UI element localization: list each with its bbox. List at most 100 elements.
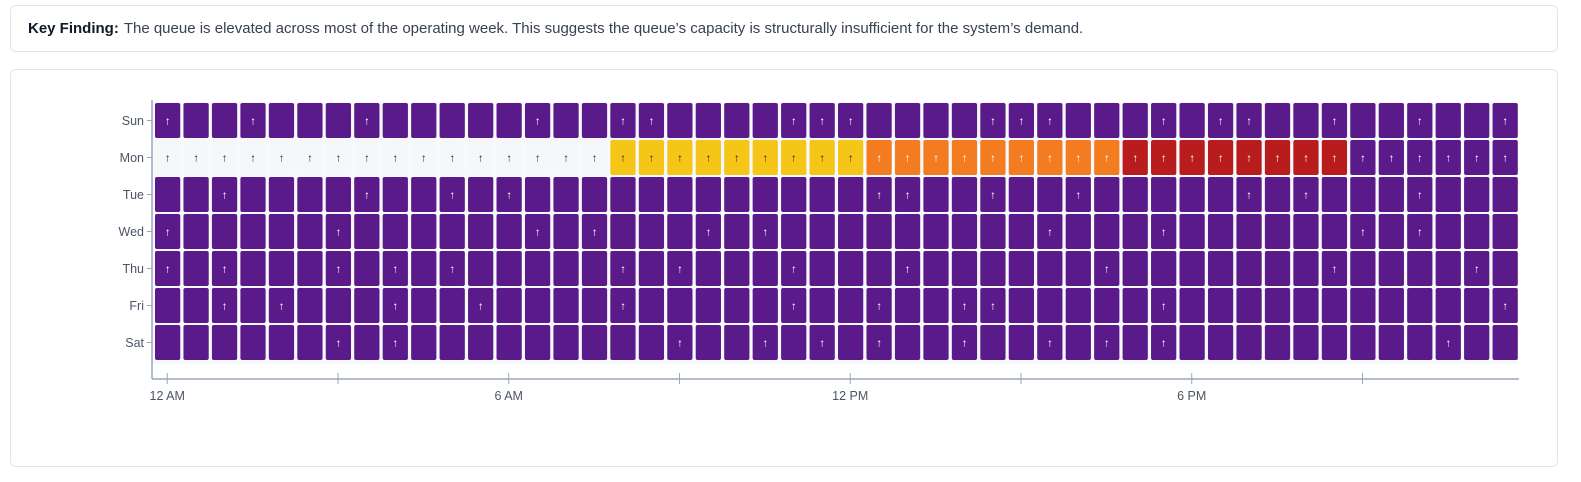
heatmap-cell-fri-28 [951,288,978,323]
trend-arrow-icon: ↑ [1303,153,1309,165]
trend-arrow-icon: ↑ [1275,153,1281,165]
heatmap-cell-thu-0 [155,251,181,286]
heatmap-cell-tue-40 [1293,177,1319,212]
trend-arrow-icon: ↑ [364,153,370,165]
heatmap-cell-sat-46 [1464,325,1490,360]
trend-arrow-icon: ↑ [706,227,712,239]
heatmap-cell-wed-16 [610,214,636,249]
heatmap-cell-fri-17 [638,288,665,323]
heatmap-cell-sat-3 [240,325,266,360]
heatmap-cell-mon-44 [1407,140,1433,175]
trend-arrow-icon: ↑ [336,227,342,239]
heatmap-cell-mon-43 [1378,140,1404,175]
heatmap-cell-thu-23 [809,251,835,286]
trend-arrow-icon: ↑ [307,153,313,165]
trend-arrow-icon: ↑ [677,264,683,276]
heatmap-cell-tue-19 [695,177,721,212]
trend-arrow-icon: ↑ [962,153,968,165]
heatmap-cell-tue-47 [1492,177,1518,212]
trend-arrow-icon: ↑ [336,153,342,165]
heatmap-cell-thu-34 [1122,251,1148,286]
heatmap-cell-wed-36 [1179,214,1205,249]
heatmap-cell-sat-12 [496,325,522,360]
trend-arrow-icon: ↑ [1360,153,1366,165]
heatmap-cell-tue-8 [382,177,408,212]
y-tick-label-wed: Wed [119,225,145,239]
heatmap-cell-sat-18 [667,325,693,360]
heatmap-cell-mon-8 [382,140,408,175]
heatmap-cell-sun-33 [1094,103,1120,138]
trend-arrow-icon: ↑ [876,338,882,350]
heatmap-cell-thu-21 [752,251,778,286]
heatmap-cell-fri-46 [1464,288,1490,323]
heatmap-cell-mon-38 [1236,140,1262,175]
heatmap-cell-tue-34 [1122,177,1148,212]
heatmap-cell-thu-27 [923,251,949,286]
heatmap-cell-mon-7 [354,140,380,175]
heatmap-cell-wed-9 [411,214,437,249]
trend-arrow-icon: ↑ [1218,116,1224,128]
heatmap-card: ↑ ↑ ↑ ↑ ↑ ↑ ↑ ↑ ↑ ↑ ↑ ↑ ↑ ↑ ↑ ↑ ↑ ↑ Sun ↑ ↑ ↑ ↑ ↑ ↑ ↑ ↑ ↑ ↑ ↑ ↑ ↑ ↑ ↑ ↑ ↑ ↑ ↑… [10,69,1558,467]
heatmap-cell-fri-47 [1492,288,1518,323]
heatmap-cell-sun-31 [1037,103,1063,138]
heatmap-cell-sun-5 [297,103,323,138]
heatmap-cell-tue-27 [923,177,949,212]
heatmap-cell-tue-25 [866,177,892,212]
trend-arrow-icon: ↑ [1104,153,1110,165]
heatmap-cell-sun-2 [211,103,238,138]
heatmap-cell-wed-14 [553,214,579,249]
heatmap-cell-fri-1 [183,288,209,323]
heatmap-cell-mon-13 [524,140,551,175]
trend-arrow-icon: ↑ [1360,227,1366,239]
heatmap-cell-mon-6 [325,140,352,175]
heatmap-cell-thu-33 [1094,251,1120,286]
heatmap-cell-thu-13 [524,251,551,286]
heatmap-cell-fri-42 [1350,288,1376,323]
heatmap-cell-thu-17 [638,251,665,286]
trend-arrow-icon: ↑ [706,153,712,165]
heatmap-cell-wed-2 [211,214,238,249]
heatmap-cell-mon-22 [781,140,807,175]
heatmap-cell-thu-4 [268,251,295,286]
heatmap-cell-sun-13 [524,103,551,138]
heatmap-cell-sat-47 [1492,325,1518,360]
trend-arrow-icon: ↑ [393,301,399,313]
heatmap-cell-sat-34 [1122,325,1148,360]
heatmap-cell-tue-22 [781,177,807,212]
trend-arrow-icon: ↑ [819,338,825,350]
trend-arrow-icon: ↑ [1474,264,1480,276]
heatmap-cell-thu-42 [1350,251,1376,286]
heatmap-cell-mon-0 [155,140,181,175]
heatmap-cell-sun-18 [667,103,693,138]
trend-arrow-icon: ↑ [1161,116,1167,128]
heatmap-cell-fri-11 [468,288,494,323]
heatmap-cell-wed-21 [752,214,778,249]
heatmap-cell-mon-23 [809,140,835,175]
heatmap-cell-fri-8 [382,288,408,323]
heatmap-cell-mon-12 [496,140,522,175]
heatmap-cell-tue-4 [268,177,295,212]
trend-arrow-icon: ↑ [962,301,968,313]
heatmap-cell-sun-39 [1264,103,1291,138]
heatmap-cell-tue-1 [183,177,209,212]
heatmap-cell-fri-12 [496,288,522,323]
trend-arrow-icon: ↑ [1161,338,1167,350]
y-tick-label-fri: Fri [129,299,144,313]
heatmap-cell-tue-36 [1179,177,1205,212]
trend-arrow-icon: ↑ [649,116,655,128]
heatmap-cell-sat-14 [553,325,579,360]
trend-arrow-icon: ↑ [222,190,228,202]
heatmap-cell-tue-45 [1435,177,1461,212]
heatmap-cell-wed-24 [838,214,864,249]
heatmap-cell-sun-24 [838,103,864,138]
trend-arrow-icon: ↑ [1446,338,1452,350]
trend-arrow-icon: ↑ [763,227,769,239]
heatmap-cell-wed-45 [1435,214,1461,249]
heatmap-cell-wed-0 [155,214,181,249]
heatmap-cell-fri-26 [894,288,921,323]
heatmap-cell-thu-6 [325,251,352,286]
heatmap-cell-sun-34 [1122,103,1148,138]
heatmap-cell-thu-19 [695,251,721,286]
heatmap-cell-thu-3 [240,251,266,286]
heatmap-cell-sun-16 [610,103,636,138]
